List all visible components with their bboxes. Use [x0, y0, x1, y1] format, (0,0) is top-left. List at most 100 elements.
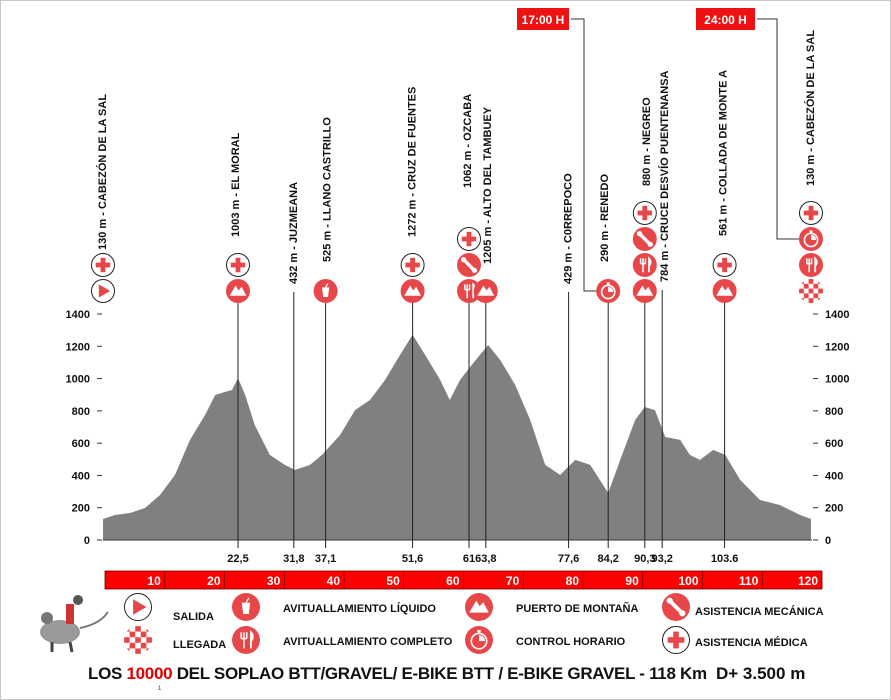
time-limit-box	[517, 8, 569, 30]
stopwatch-ring	[600, 284, 616, 300]
waypoint-control-icon	[799, 227, 823, 251]
waypoint-km-label: 93,2	[651, 553, 672, 565]
y-tick-label-right: 200	[825, 503, 843, 515]
waypoint-km-label: 61	[463, 553, 475, 565]
legend-label: CONTROL HORARIO	[516, 636, 626, 648]
checker-square	[808, 279, 814, 284]
waypoint-km-label: 31,8	[283, 553, 304, 565]
stopwatch-crown	[809, 230, 813, 233]
stopwatch-hand	[608, 286, 614, 292]
legend-mechanical-icon	[662, 593, 690, 621]
legend-finish-icon	[124, 626, 152, 654]
cross-v	[808, 205, 814, 221]
mountain-shape	[636, 285, 654, 296]
waypoint-km-label: 22,5	[227, 553, 248, 565]
legend-label: PUERTO DE MONTAÑA	[516, 602, 638, 615]
wrench-head	[460, 256, 467, 263]
checker-square	[818, 288, 823, 294]
checker-square	[146, 648, 152, 654]
y-tick-label-right: 1200	[825, 341, 849, 353]
fork	[240, 632, 248, 649]
waypoint-liquid-icon	[313, 279, 338, 303]
elevation-profile-area	[103, 334, 811, 540]
legend-mountain-icon	[465, 593, 493, 621]
km-tick-label: 10	[147, 574, 161, 588]
legend-label: AVITUALLAMIENTO COMPLETO	[283, 636, 453, 648]
legend-label: SALIDA	[173, 611, 214, 623]
waypoint-food-icon	[632, 253, 657, 277]
time-limit-connector	[757, 18, 799, 240]
waypoint-km-label: 90,3	[634, 553, 655, 565]
mountain-shape	[469, 600, 489, 613]
stopwatch-hand	[479, 635, 486, 642]
mascot-rider-head	[73, 595, 83, 605]
legend-label: AVITUALLAMIENTO LÍQUIDO	[283, 602, 436, 615]
fork	[464, 284, 471, 299]
waypoint-label: 130 m - CABEZÓN DE LA SAL	[804, 30, 817, 186]
checker-square	[135, 637, 141, 643]
legend-control-icon	[465, 626, 493, 654]
cross-v	[722, 257, 727, 273]
y-tick-label-left: 1400	[66, 309, 90, 321]
wrench-head	[636, 230, 643, 237]
checker-square	[813, 293, 819, 299]
km-tick-label: 70	[506, 574, 520, 588]
waypoint-medical-icon	[457, 227, 481, 251]
mascot-tail	[79, 611, 109, 629]
waypoint-mechanical-icon	[457, 253, 481, 277]
time-limit-label: 17:00 H	[522, 13, 565, 27]
km-tick-label: 100	[678, 574, 698, 588]
elevation-gain: D+ 3.500 m	[716, 664, 806, 683]
cross-v	[100, 257, 106, 273]
checker-square	[808, 288, 814, 294]
mascot-rider	[66, 604, 74, 624]
checker-square	[135, 648, 141, 654]
title-prefix: LOS	[88, 664, 127, 683]
mascot-head	[41, 612, 53, 624]
waypoint-km-label: 51,6	[402, 553, 423, 565]
checker-square	[808, 298, 814, 303]
legend-food-icon	[232, 626, 260, 654]
km-tick-label: 80	[566, 574, 580, 588]
waypoint-label: 290 m - RENEDO	[599, 174, 611, 262]
y-tick-label-left: 1000	[66, 374, 90, 386]
time-limit-label: 24:00 H	[704, 13, 747, 27]
waypoint-start-icon	[91, 279, 115, 303]
checker-square	[124, 637, 130, 643]
y-tick-label-right: 1000	[825, 374, 849, 386]
mascot-illustration	[40, 595, 109, 653]
waypoint-control-icon	[596, 279, 621, 303]
waypoint-medical-icon	[400, 253, 425, 277]
waypoint-label: 784 m - CRUCE DESVÍO PUENTENANSA	[658, 70, 671, 282]
cross-v	[235, 257, 241, 273]
waypoint-km-label: 63,8	[475, 553, 496, 565]
stopwatch-crown	[477, 629, 481, 633]
waypoint-medical-icon	[712, 253, 737, 277]
wrench-head	[471, 267, 478, 274]
y-tick-label-right: 600	[825, 438, 843, 450]
km-tick-label: 40	[327, 574, 341, 588]
mascot-leg	[68, 641, 74, 653]
waypoint-label: 1003 m - EL MORAL	[230, 132, 242, 237]
waypoint-label: 130 m - CABEZÓN DE LA SAL	[96, 94, 109, 250]
y-tick-label-right: 0	[825, 535, 831, 547]
cup	[241, 602, 251, 614]
mountain-shape	[404, 285, 421, 296]
waypoint-label: 432 m - JUZMEANA	[288, 182, 300, 284]
waypoint-label: 561 m - COLLADA DE MONTE A	[718, 70, 730, 236]
waypoint-food-icon	[799, 253, 823, 277]
legend-label: LLEGADA	[173, 639, 226, 651]
cup	[322, 287, 330, 297]
stopwatch-hand	[811, 234, 817, 240]
cross-v	[410, 257, 415, 273]
straw	[325, 282, 329, 288]
legend-label: ASISTENCIA MECÁNICA	[695, 605, 824, 618]
time-limit-connector	[571, 18, 597, 292]
wrench-head	[679, 610, 686, 617]
waypoint-mechanical-icon	[632, 227, 657, 251]
waypoint-label: 1205 m - ALTO DEL TAMBUEY	[482, 106, 494, 264]
title-highlight: 10000	[126, 664, 173, 683]
checker	[799, 279, 823, 303]
y-tick-label-right: 400	[825, 470, 843, 482]
waypoint-km-label: 37,1	[315, 553, 336, 565]
